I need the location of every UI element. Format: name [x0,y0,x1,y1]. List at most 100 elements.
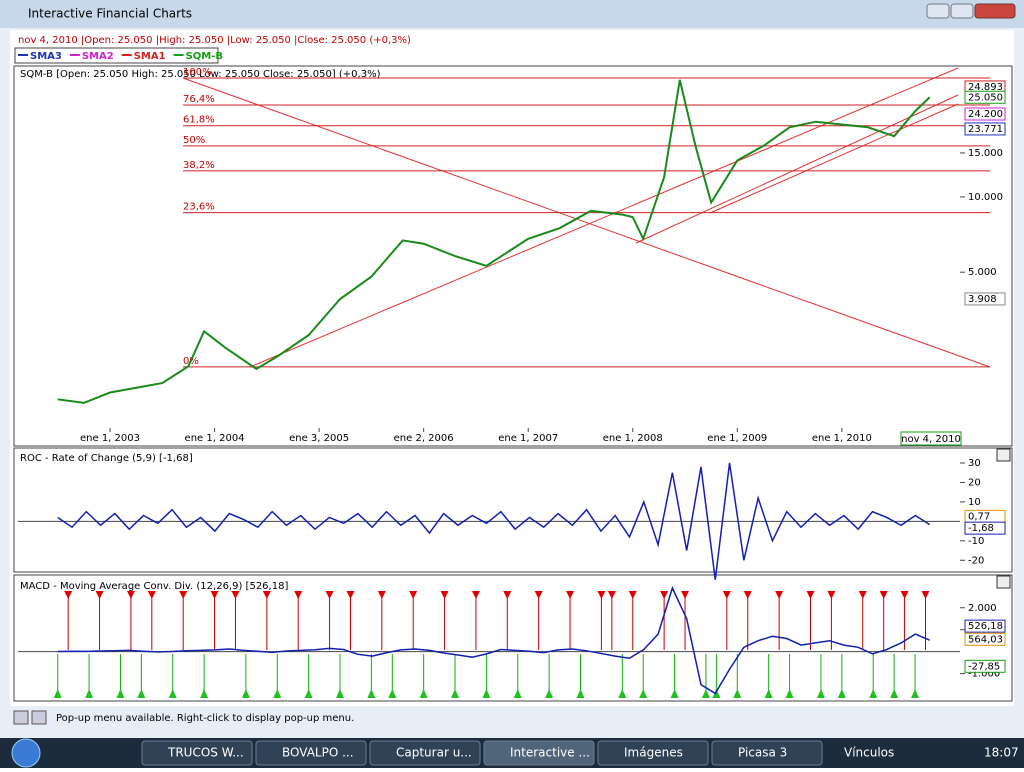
buy-marker [816,689,825,698]
buy-marker [890,689,899,698]
buy-marker [513,689,522,698]
y-tick-label: 5.000 [968,267,997,278]
taskbar-label: Capturar u... [396,746,472,760]
buy-marker [53,689,62,698]
taskbar-item[interactable] [711,740,823,766]
fib-label: 61,8% [183,115,215,126]
status-area [0,706,1024,736]
side-label: 526,18 [968,621,1003,632]
window-title: Interactive Financial Charts [28,7,192,21]
x-end-label: nov 4, 2010 [901,434,961,445]
titlebar [0,0,1024,28]
taskbar-label: Imágenes [624,746,683,760]
taskbar-label: Interactive ... [510,746,590,760]
buy-marker [670,689,679,698]
taskbar-item[interactable] [141,740,253,766]
sell-marker [147,591,156,599]
sell-marker [95,591,104,599]
taskbar-label: Picasa 3 [738,746,787,760]
side-box [964,521,1006,535]
taskbar-item[interactable] [597,740,709,766]
side-label: 0,77 [968,511,990,522]
buy-marker [200,689,209,698]
buy-marker [85,689,94,698]
sell-marker [294,591,303,599]
clock: 18:07 [984,746,1019,760]
buy-marker [701,689,710,698]
taskbar-item[interactable] [255,740,367,766]
buy-marker [388,689,397,698]
buy-marker [911,689,920,698]
sell-marker [126,591,135,599]
sell-marker [471,591,480,599]
sell-marker [262,591,271,599]
y-tick-label: -20 [968,555,984,566]
price-box [964,107,1006,121]
sell-marker [858,591,867,599]
buy-marker [137,689,146,698]
buy-marker [639,689,648,698]
x-tick-label: ene 3, 2005 [289,433,349,444]
sell-marker [743,591,752,599]
sell-marker [681,591,690,599]
x-tick-label: ene 1, 2009 [707,433,767,444]
sell-marker [409,591,418,599]
indicator-line [57,462,931,580]
buy-marker [116,689,125,698]
x-tick-label: ene 1, 2008 [603,433,663,444]
print-icon[interactable] [31,710,47,725]
sell-marker [607,591,616,599]
start-button[interactable] [11,738,41,768]
sell-marker [597,591,606,599]
y-tick-label: 15.000 [968,148,1003,159]
buy-marker [869,689,878,698]
trend-line [249,67,959,368]
links: Vínculos [844,746,894,760]
sell-marker [503,591,512,599]
roc-panel [13,447,1013,573]
buy-marker [367,689,376,698]
side-box [964,619,1006,633]
sell-marker [827,591,836,599]
sell-marker [900,591,909,599]
y-tick-label: 30 [968,458,981,469]
maximize-button[interactable] [950,3,974,19]
buy-marker [785,689,794,698]
buy-marker [576,689,585,698]
price-label: 3.908 [968,294,997,305]
x-tick-label: ene 1, 2007 [498,433,558,444]
buy-marker [168,689,177,698]
taskbar-label: BOVALPO ... [282,746,354,760]
buy-marker [419,689,428,698]
sell-marker [179,591,188,599]
legend-box [14,47,219,64]
close-roc[interactable] [996,448,1011,462]
side-label: -27,85 [968,661,1000,672]
close-macd[interactable] [996,575,1011,589]
sell-marker [722,591,731,599]
info-bar: nov 4, 2010 |Open: 25.050 |High: 25.050 … [18,35,411,46]
taskbar-item[interactable] [369,740,481,766]
taskbar-item[interactable] [483,740,595,766]
buy-marker [336,689,345,698]
status-text: Pop-up menu available. Right-click to di… [56,713,354,724]
fib-label: 38,2% [183,160,215,171]
buy-marker [451,689,460,698]
x-tick-label: ene 1, 2004 [185,433,245,444]
price-box [964,292,1006,306]
close-button[interactable] [974,3,1016,19]
y-tick-label: -1.000 [968,669,1000,680]
x-end-box [900,431,962,446]
status-icon[interactable] [13,710,29,725]
sell-marker [806,591,815,599]
price-label: 24.200 [968,109,1003,120]
buy-marker [764,689,773,698]
indicator-line [57,585,930,695]
buy-marker [304,689,313,698]
minimize-button[interactable] [926,3,950,19]
macd-panel [13,574,1013,702]
buy-marker [241,689,250,698]
y-tick-label: 20 [968,477,981,488]
legend-label: SMA3 [30,51,62,62]
